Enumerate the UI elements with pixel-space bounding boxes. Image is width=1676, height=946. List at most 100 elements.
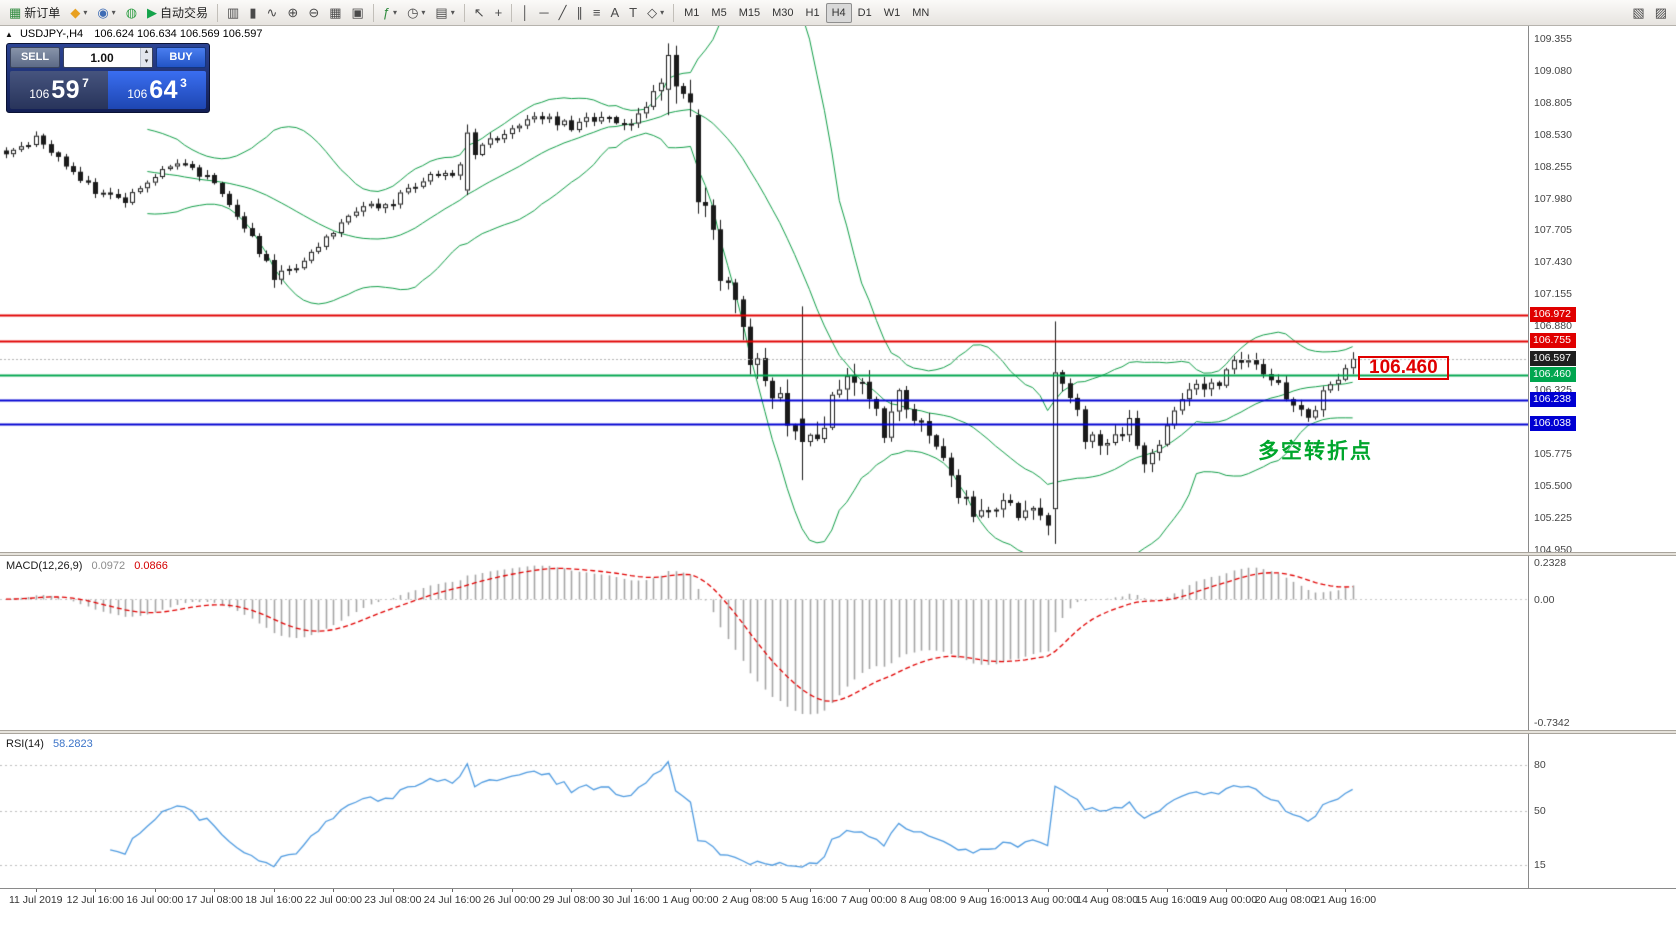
price-axis-tick: 109.080 bbox=[1534, 65, 1572, 78]
macd-canvas[interactable] bbox=[0, 556, 1528, 730]
auto-trading-button[interactable]: ▶ 自动交易 bbox=[142, 3, 213, 23]
price-annotation-box[interactable]: 106.460 bbox=[1358, 355, 1449, 380]
panel-splitter[interactable] bbox=[0, 730, 1676, 734]
panel-splitter[interactable] bbox=[0, 552, 1676, 556]
timeframe-m1-button[interactable]: M1 bbox=[684, 6, 700, 19]
horizontal-line-button[interactable]: ─ bbox=[534, 3, 553, 23]
new-chart-button[interactable]: ◆ ▾ bbox=[65, 3, 92, 23]
timeframe-m30-button[interactable]: M30 bbox=[772, 6, 794, 19]
auto-scroll-icon: ▨ bbox=[1654, 5, 1667, 20]
profiles-caret-icon: ▾ bbox=[111, 8, 116, 17]
toolbar-separator bbox=[217, 3, 219, 22]
strategy-tester-button[interactable]: ◍ bbox=[121, 3, 142, 23]
volume-increase-button[interactable]: ▴ bbox=[141, 48, 152, 58]
buy-price-sup: 3 bbox=[180, 76, 187, 90]
time-axis-label: 19 Aug 00:00 bbox=[1195, 894, 1258, 906]
bar-chart-button[interactable]: ▥ bbox=[222, 3, 244, 23]
volume-decrease-button[interactable]: ▾ bbox=[141, 57, 152, 67]
macd-signal-value: 0.0866 bbox=[134, 560, 168, 572]
new-order-label: 新订单 bbox=[24, 6, 61, 20]
one-click-trading-panel: SELL 1.00 ▴ ▾ BUY 106 59 7 106 bbox=[6, 43, 210, 113]
macd-scale-bottom: -0.7342 bbox=[1534, 717, 1570, 729]
cursor-icon: ↖ bbox=[473, 5, 485, 20]
timeframe-mn-button[interactable]: MN bbox=[912, 6, 930, 19]
timeframe-w1-button[interactable]: W1 bbox=[883, 6, 901, 19]
time-axis-tick bbox=[690, 889, 692, 892]
strategy-tester-icon: ◍ bbox=[125, 5, 138, 20]
time-axis-label: 15 Aug 16:00 bbox=[1135, 894, 1198, 906]
price-axis-tick: 107.705 bbox=[1534, 224, 1572, 237]
zoom-in-icon: ⊕ bbox=[287, 5, 299, 20]
sell-button[interactable]: SELL bbox=[10, 47, 60, 68]
time-axis-label: 9 Aug 16:00 bbox=[960, 894, 1017, 906]
time-axis-label: 7 Aug 00:00 bbox=[841, 894, 898, 906]
periods-button[interactable]: ◷ ▾ bbox=[402, 3, 430, 23]
sell-price-display[interactable]: 106 59 7 bbox=[10, 71, 108, 109]
time-axis-label: 22 Jul 00:00 bbox=[304, 894, 362, 906]
macd-scale-zero: 0.00 bbox=[1534, 593, 1555, 606]
time-axis-tick bbox=[1107, 889, 1109, 892]
fibonacci-button[interactable]: ≡ bbox=[588, 3, 606, 23]
tile-windows-button[interactable]: ▦ bbox=[324, 3, 346, 23]
trendline-button[interactable]: ╱ bbox=[554, 3, 572, 23]
price-axis[interactable]: 109.355 109.080 108.805 108.530 108.255 107.9… bbox=[1528, 26, 1676, 556]
turning-point-note[interactable]: 多空转折点 bbox=[1258, 439, 1373, 463]
new-order-button[interactable]: ▦ 新订单 bbox=[4, 3, 65, 23]
rsi-axis[interactable]: 80 50 15 bbox=[1528, 734, 1676, 888]
time-axis-tick bbox=[452, 889, 454, 892]
line-chart-button[interactable]: ∿ bbox=[262, 3, 283, 23]
zoom-in-button[interactable]: ⊕ bbox=[282, 3, 303, 23]
indicators-button[interactable]: ƒ ▾ bbox=[378, 3, 402, 23]
label-button[interactable]: T bbox=[624, 3, 642, 23]
label-icon: T bbox=[629, 5, 638, 20]
time-axis-tick bbox=[511, 889, 513, 892]
arrange-windows-button[interactable]: ▣ bbox=[347, 3, 369, 23]
rsi-label: RSI(14) 58.2823 bbox=[6, 738, 93, 750]
templates-button[interactable]: ▤ ▾ bbox=[430, 3, 459, 23]
timeframe-h1-button[interactable]: H1 bbox=[805, 6, 820, 19]
sell-price-sup: 7 bbox=[82, 76, 89, 90]
candlestick-chart-button[interactable]: ▮ bbox=[244, 3, 261, 23]
time-axis-label: 13 Aug 00:00 bbox=[1016, 894, 1079, 906]
macd-scale-top: 0.2328 bbox=[1534, 557, 1567, 569]
chart-info: ▲ USDJPY-,H4 106.624 106.634 106.569 106… bbox=[5, 28, 262, 40]
periods-caret-icon: ▾ bbox=[421, 8, 426, 17]
profiles-button[interactable]: ◉ ▾ bbox=[92, 3, 120, 23]
text-icon: A bbox=[610, 5, 620, 20]
volume-input[interactable]: 1.00 ▴ ▾ bbox=[63, 47, 153, 68]
rsi-level-80: 80 bbox=[1534, 758, 1546, 771]
zoom-out-button[interactable]: ⊖ bbox=[303, 3, 324, 23]
cursor-button[interactable]: ↖ bbox=[469, 3, 490, 23]
rsi-value: 58.2823 bbox=[52, 738, 93, 750]
crosshair-button[interactable]: + bbox=[490, 3, 508, 23]
rsi-canvas[interactable] bbox=[0, 734, 1528, 888]
candlestick-chart-icon: ▮ bbox=[249, 5, 257, 20]
main-toolbar: ▦ 新订单 ◆ ▾ ◉ ▾ ◍ ▶ 自动交易 ▥ ▮ ∿ ⊕ ⊖ ▦ ▣ ƒ ▾ ◷ ▾ ▤ ▾ ↖ + │ ─ ╱ ∥ ≡ A T ◇ ▾ M1… bbox=[0, 0, 1676, 26]
timeframe-m5-button[interactable]: M5 bbox=[711, 6, 727, 19]
text-button[interactable]: A bbox=[606, 3, 625, 23]
timeframe-d1-button[interactable]: D1 bbox=[857, 6, 872, 19]
chart-shift-button[interactable]: ▧ bbox=[1627, 3, 1649, 23]
time-axis[interactable]: 11 Jul 2019 12 Jul 16:00 16 Jul 00:00 17 Ju… bbox=[0, 888, 1676, 912]
time-axis-tick bbox=[1345, 889, 1347, 892]
timeframe-m15-button[interactable]: M15 bbox=[738, 6, 761, 19]
shapes-button[interactable]: ◇ ▾ bbox=[642, 3, 669, 23]
time-axis-label: 16 Jul 00:00 bbox=[126, 894, 184, 906]
macd-name: MACD(12,26,9) bbox=[6, 560, 83, 572]
price-axis-tick: 108.530 bbox=[1534, 128, 1572, 141]
auto-scroll-button[interactable]: ▨ bbox=[1650, 3, 1672, 23]
price-axis-tick: 107.155 bbox=[1534, 288, 1572, 301]
macd-axis[interactable]: 0.2328 0.00 -0.7342 bbox=[1528, 556, 1676, 730]
indicators-icon: ƒ bbox=[382, 5, 391, 20]
channel-button[interactable]: ∥ bbox=[571, 3, 588, 23]
time-axis-tick bbox=[1047, 889, 1049, 892]
collapse-trade-panel-icon[interactable]: ▲ bbox=[5, 30, 13, 39]
price-chart-canvas[interactable] bbox=[0, 26, 1528, 552]
timeframe-h4-button[interactable]: H4 bbox=[825, 2, 852, 23]
vertical-line-button[interactable]: │ bbox=[516, 3, 534, 23]
buy-button[interactable]: BUY bbox=[156, 47, 206, 68]
buy-price-prefix: 106 bbox=[127, 87, 148, 101]
new-chart-caret-icon: ▾ bbox=[83, 8, 88, 17]
buy-price-display[interactable]: 106 64 3 bbox=[108, 71, 206, 109]
time-axis-tick bbox=[392, 889, 394, 892]
